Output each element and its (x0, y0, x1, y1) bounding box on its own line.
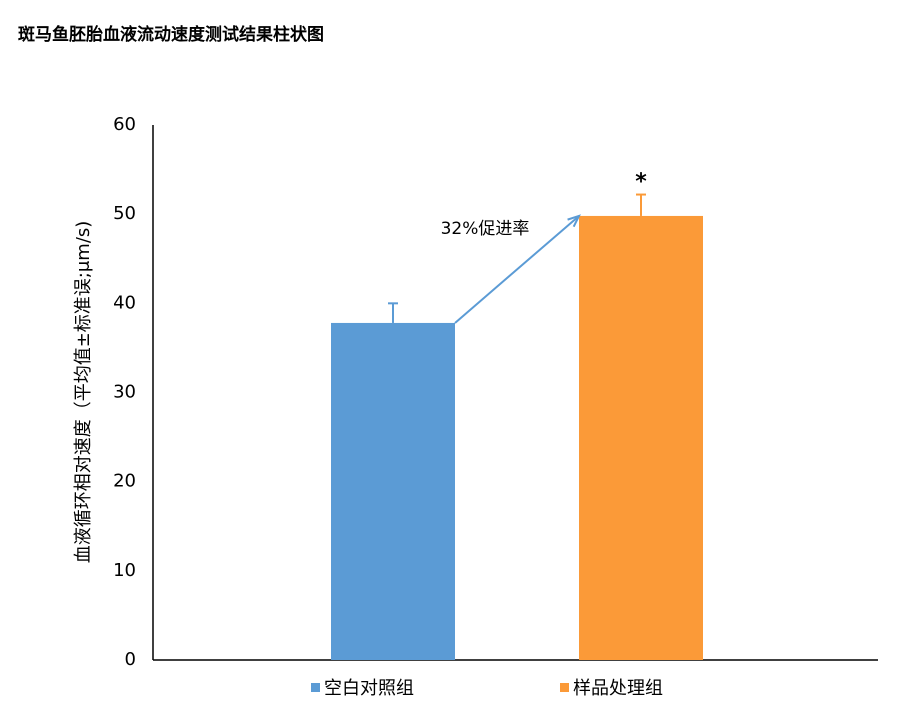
chart-title: 斑马鱼胚胎血液流动速度测试结果柱状图 (18, 24, 324, 45)
y-tick-label: 20 (113, 471, 136, 492)
annotation: 32%促进率 (441, 219, 530, 239)
arrow-head (567, 214, 581, 228)
y-tick-label: 30 (113, 382, 136, 403)
annotation: * (635, 170, 647, 195)
legend-label: 空白对照组 (324, 678, 414, 699)
y-tick-label: 60 (113, 114, 136, 135)
legend-swatch (311, 683, 320, 692)
y-tick-label: 0 (125, 649, 136, 670)
legend-label: 样品处理组 (573, 678, 663, 699)
y-axis-label: 血液循环相对速度（平均值±标准误;μm/s) (73, 221, 94, 564)
bar (579, 215, 703, 660)
y-tick-label: 10 (113, 560, 136, 581)
y-tick-label: 40 (113, 292, 136, 313)
legend-swatch (560, 683, 569, 692)
y-tick-label: 50 (113, 203, 136, 224)
annotation-arrow (454, 215, 580, 324)
bar (331, 322, 455, 660)
